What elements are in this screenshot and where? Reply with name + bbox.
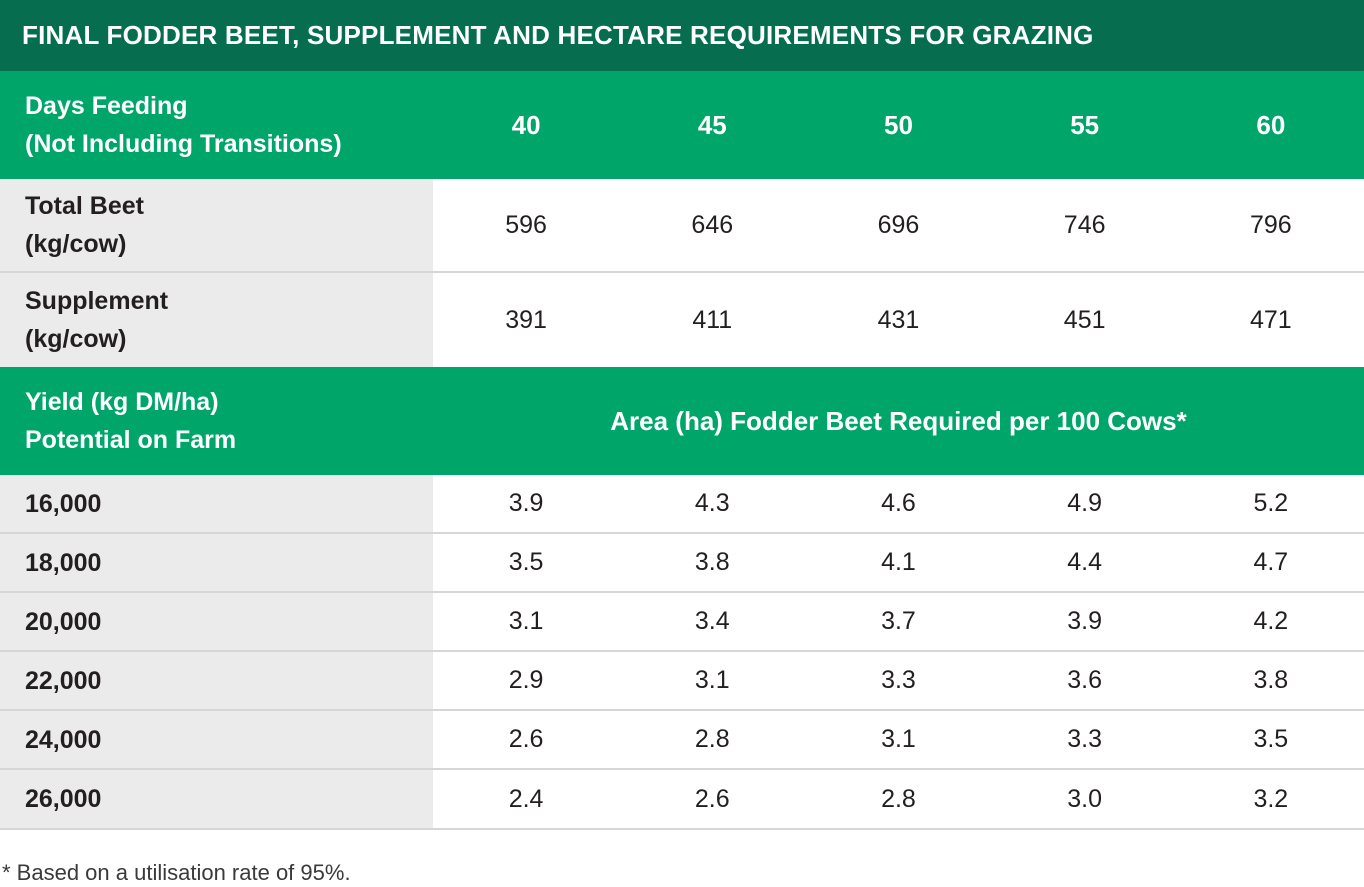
table-cell: 3.7 <box>881 607 916 635</box>
table-cell: 451 <box>1063 305 1106 334</box>
table-cell: 796 <box>1249 210 1292 239</box>
table-cell: 4.2 <box>1253 607 1289 635</box>
yield-label-line1: Yield (kg DM/ha) <box>25 388 219 416</box>
table-cell: 4.6 <box>881 489 916 517</box>
table-cell: 3.5 <box>1253 725 1289 753</box>
total-beet-label-line2: (kg/cow) <box>25 230 127 258</box>
yield-row: 20,000 3.1 3.4 3.7 3.9 4.2 <box>0 593 1364 652</box>
yield-row: 22,000 2.9 3.1 3.3 3.6 3.8 <box>0 652 1364 711</box>
table-cell: 3.4 <box>694 607 730 635</box>
table-cell: 3.3 <box>881 666 916 694</box>
days-feeding-value: 40 <box>511 109 541 140</box>
table-cell: 471 <box>1249 305 1292 334</box>
table-cell: 3.9 <box>1067 607 1103 635</box>
yield-row-label: 22,000 <box>0 652 433 709</box>
yield-label: Yield (kg DM/ha) Potential on Farm <box>0 367 433 475</box>
yield-row: 26,000 2.4 2.6 2.8 3.0 3.2 <box>0 770 1364 830</box>
yield-row-label: 16,000 <box>0 475 433 532</box>
table-cell: 2.9 <box>508 666 544 694</box>
supplement-label: Supplement (kg/cow) <box>0 273 433 367</box>
table-cell: 4.4 <box>1067 548 1103 576</box>
days-feeding-label-line1: Days Feeding <box>25 92 188 120</box>
total-beet-label-line1: Total Beet <box>25 192 144 220</box>
yield-header-row: Yield (kg DM/ha) Potential on Farm Area … <box>0 367 1364 475</box>
table-cell: 391 <box>505 305 547 334</box>
footnote: * Based on a utilisation rate of 95%. <box>2 860 351 885</box>
days-feeding-value: 50 <box>884 109 913 140</box>
total-beet-row: Total Beet (kg/cow) 596 646 696 746 796 <box>0 179 1364 273</box>
table-cell: 746 <box>1063 210 1106 239</box>
table-cell: 646 <box>691 210 734 239</box>
supplement-label-line2: (kg/cow) <box>25 325 127 353</box>
table-cell: 3.8 <box>694 548 730 576</box>
table-cell: 3.0 <box>1067 784 1103 813</box>
days-feeding-label: Days Feeding (Not Including Transitions) <box>0 71 433 179</box>
table-cell: 3.1 <box>694 666 730 694</box>
table-cell: 3.8 <box>1253 666 1289 694</box>
yield-row-label: 20,000 <box>0 593 433 650</box>
table-title: FINAL FODDER BEET, SUPPLEMENT AND HECTAR… <box>0 0 1364 71</box>
table-cell: 696 <box>877 210 920 239</box>
yield-row: 16,000 3.9 4.3 4.6 4.9 5.2 <box>0 475 1364 534</box>
table-cell: 3.3 <box>1067 725 1103 753</box>
table-cell: 2.6 <box>508 725 544 753</box>
total-beet-label: Total Beet (kg/cow) <box>0 179 433 271</box>
days-feeding-value: 60 <box>1256 109 1286 140</box>
supplement-row: Supplement (kg/cow) 391 411 431 451 471 <box>0 273 1364 367</box>
yield-row: 18,000 3.5 3.8 4.1 4.4 4.7 <box>0 534 1364 593</box>
table-cell: 4.7 <box>1253 548 1289 576</box>
days-feeding-header-row: Days Feeding (Not Including Transitions)… <box>0 71 1364 179</box>
table-cell: 4.1 <box>881 548 916 576</box>
yield-row-label: 24,000 <box>0 711 433 768</box>
yield-label-line2: Potential on Farm <box>25 426 237 454</box>
table-cell: 4.3 <box>694 489 730 517</box>
supplement-label-line1: Supplement <box>25 287 169 315</box>
days-feeding-label-line2: (Not Including Transitions) <box>25 130 342 158</box>
table-cell: 596 <box>505 210 547 239</box>
table-cell: 431 <box>877 305 920 334</box>
table-cell: 2.8 <box>694 725 730 753</box>
days-feeding-value: 45 <box>697 109 727 140</box>
area-required-header: Area (ha) Fodder Beet Required per 100 C… <box>610 405 1187 436</box>
table-cell: 5.2 <box>1253 489 1289 517</box>
table-cell: 3.5 <box>508 548 544 576</box>
table-cell: 3.9 <box>508 489 544 517</box>
table-cell: 2.8 <box>881 784 916 813</box>
table-cell: 3.1 <box>881 725 916 753</box>
yield-row-label: 18,000 <box>0 534 433 591</box>
table-cell: 3.2 <box>1253 784 1289 813</box>
table-cell: 4.9 <box>1067 489 1103 517</box>
yield-row-label: 26,000 <box>0 770 433 828</box>
days-feeding-value: 55 <box>1070 109 1100 140</box>
table-cell: 411 <box>692 305 733 334</box>
table-cell: 2.6 <box>694 784 730 813</box>
table-cell: 3.6 <box>1067 666 1103 694</box>
table-cell: 3.1 <box>508 607 544 635</box>
yield-row: 24,000 2.6 2.8 3.1 3.3 3.5 <box>0 711 1364 770</box>
table-cell: 2.4 <box>508 784 544 813</box>
